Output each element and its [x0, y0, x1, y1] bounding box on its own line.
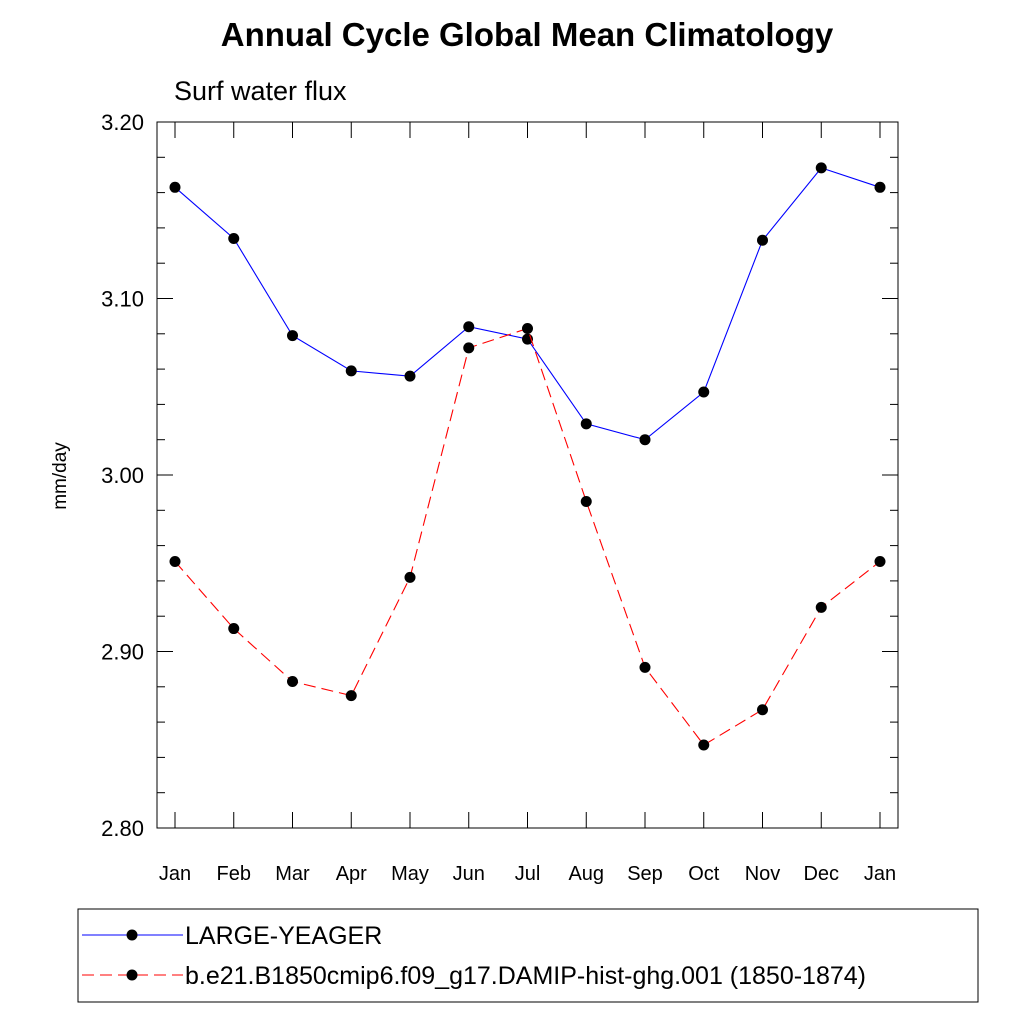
data-point: [345, 365, 357, 377]
data-point: [522, 323, 533, 335]
data-point: [580, 495, 592, 507]
data-point: [169, 181, 181, 193]
data-point: [404, 571, 416, 583]
series-2: [169, 323, 886, 751]
data-point: [815, 162, 827, 174]
data-point: [639, 434, 651, 446]
x-tick-label: Mar: [275, 863, 310, 885]
x-tick-label: May: [391, 863, 429, 885]
legend-box: [77, 908, 979, 1003]
x-tick-label: Sep: [627, 863, 663, 885]
x-tick-label: Jul: [515, 863, 541, 885]
x-tick-label: Jan: [864, 863, 896, 885]
data-point: [404, 370, 416, 382]
data-point: [463, 321, 475, 333]
y-tick-label: 2.90: [101, 640, 144, 665]
series-layer: [169, 162, 886, 751]
data-point: [580, 418, 592, 430]
x-tick-label: Jun: [453, 863, 485, 885]
plot-frame: [156, 121, 899, 829]
y-tick-label: 3.00: [101, 463, 144, 488]
x-tick-label: Jan: [159, 863, 191, 885]
data-point: [639, 661, 651, 673]
x-tick-label: Oct: [688, 863, 720, 885]
legend: LARGE-YEAGER b.e21.B1850cmip6.f09_g17.DAM…: [82, 922, 866, 990]
x-tick-label: Aug: [568, 863, 604, 885]
data-point: [463, 342, 475, 354]
series-line: [174, 327, 881, 746]
data-point: [815, 601, 827, 613]
legend-label: b.e21.B1850cmip6.f09_g17.DAMIP-hist-ghg.…: [185, 962, 866, 990]
data-point: [345, 690, 357, 702]
data-point: [287, 330, 298, 342]
data-point: [757, 234, 768, 246]
data-point: [169, 555, 181, 567]
legend-marker: [126, 929, 138, 941]
axes: 2.80 2.90 3.00 3.10 3.20 Jan Feb Mar Apr May Jun Ju…: [101, 110, 899, 885]
x-tick-label: Feb: [217, 863, 251, 885]
y-tick-label: 3.10: [101, 287, 144, 312]
y-tick-label: 2.80: [101, 816, 144, 841]
x-tick-label: Nov: [745, 863, 781, 885]
series-line: [174, 167, 881, 441]
x-tick-label: Dec: [803, 863, 839, 885]
legend-marker: [126, 969, 138, 981]
data-point: [228, 232, 240, 244]
legend-label: LARGE-YEAGER: [185, 922, 382, 950]
data-point: [698, 386, 710, 398]
data-point: [874, 181, 886, 193]
x-tick-label: Apr: [336, 863, 367, 885]
y-tick-label: 3.20: [101, 110, 144, 135]
data-point: [874, 555, 886, 567]
y-axis-label: mm/day: [50, 442, 71, 510]
data-point: [228, 623, 240, 635]
data-point: [757, 704, 768, 716]
data-point: [287, 676, 298, 688]
series-1: [169, 162, 886, 446]
data-point: [698, 739, 710, 751]
chart-title: Annual Cycle Global Mean Climatology: [221, 16, 834, 53]
chart-subtitle: Surf water flux: [174, 76, 347, 106]
